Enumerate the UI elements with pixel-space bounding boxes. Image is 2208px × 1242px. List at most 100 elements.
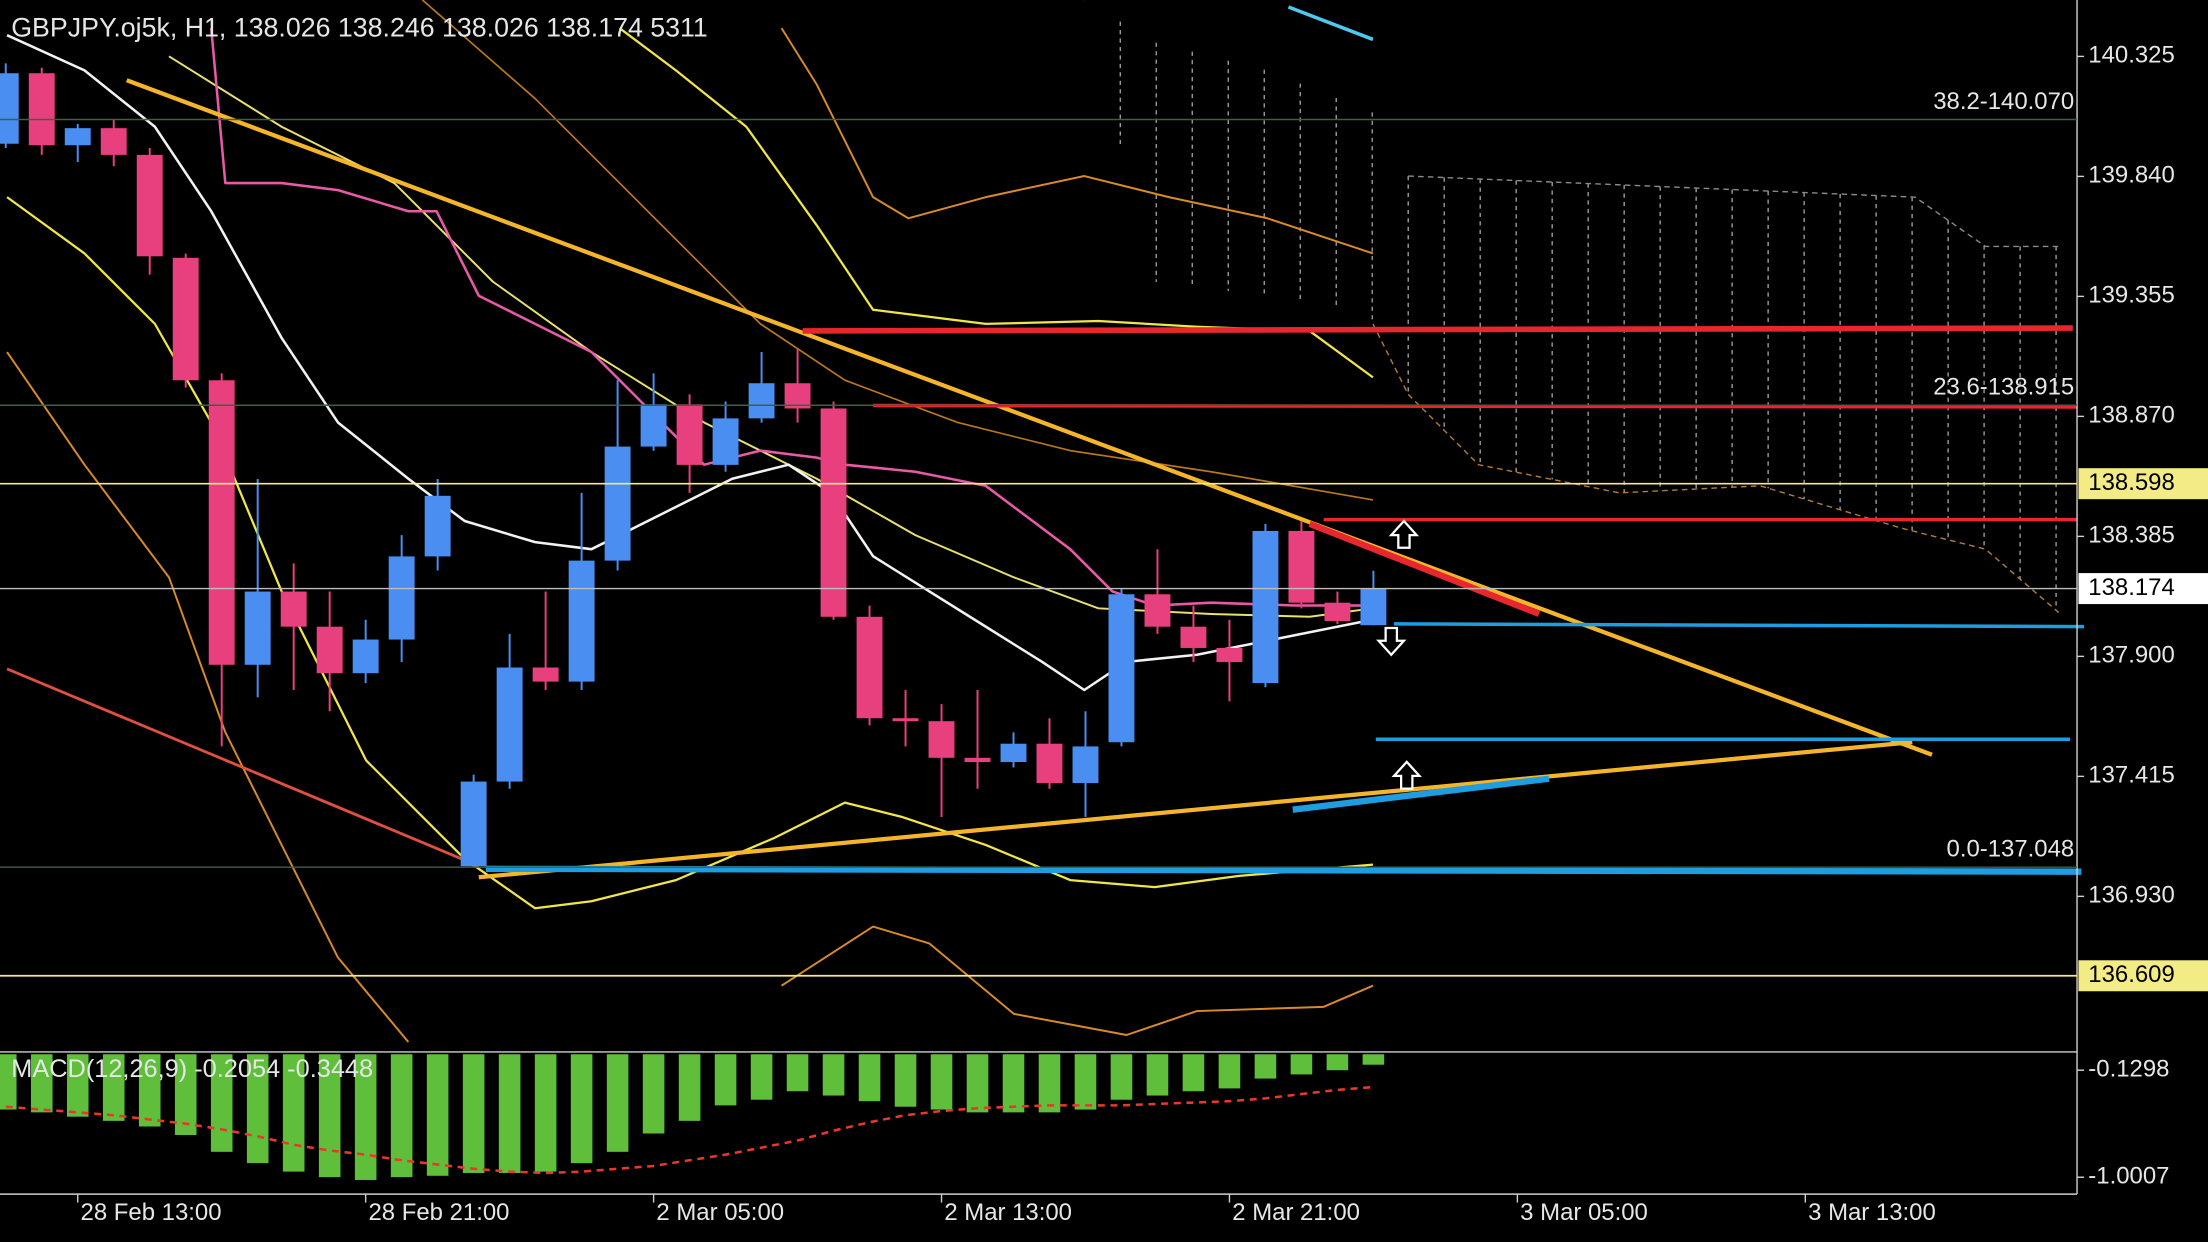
macd-bar (354, 1054, 377, 1180)
macd-bar (534, 1054, 557, 1172)
chart-title: GBPJPY.oj5k, H1, 138.026 138.246 138.026… (11, 13, 708, 43)
macd-bar (858, 1054, 881, 1102)
x-tick-label: 3 Mar 13:00 (1808, 1199, 1936, 1226)
trendline (478, 739, 1913, 880)
candle-body (1360, 588, 1387, 626)
candle-body (352, 639, 379, 674)
macd-bar (714, 1054, 737, 1106)
average-slow (421, 0, 1374, 501)
candle-body (856, 616, 883, 719)
macd-bar (390, 1054, 413, 1178)
macd-bar (894, 1054, 917, 1107)
candle-body (964, 757, 991, 763)
marks (0, 63, 1387, 1180)
candle-body (1288, 530, 1315, 603)
macd-bar (1218, 1054, 1241, 1089)
macd-bar (462, 1054, 485, 1173)
y-tick-label: -1.0007 (2088, 1163, 2169, 1190)
candle-body (1000, 743, 1027, 763)
macd-bar (1290, 1054, 1313, 1075)
level-label: 136.609 (2088, 961, 2174, 988)
macd-bar (318, 1054, 341, 1178)
candle-body (1252, 530, 1279, 684)
band-lower (6, 351, 410, 1043)
average-white (6, 34, 1374, 692)
average-yellow (168, 55, 1374, 618)
candle-body (496, 667, 523, 782)
level-box (2078, 468, 2208, 500)
trendline (125, 78, 1933, 757)
macd-bar (0, 1054, 17, 1110)
candle-body (424, 495, 451, 557)
band-lower (780, 925, 1374, 1036)
candle-body (748, 383, 775, 419)
level-label: 138.598 (2088, 469, 2174, 496)
cloud-edge (1372, 323, 2060, 614)
x-tick-label: 28 Feb 13:00 (81, 1199, 222, 1226)
candle-body (1324, 602, 1351, 621)
macd-bar (1326, 1054, 1349, 1071)
candle-body (100, 128, 127, 155)
fib-label: 23.6-138.915 (1933, 374, 2074, 401)
fib-label: 38.2-140.070 (1933, 88, 2074, 115)
x-tick-label: 28 Feb 21:00 (368, 1199, 509, 1226)
macd-bar (786, 1054, 809, 1092)
trendline (1287, 5, 1374, 42)
macd-bar (426, 1054, 449, 1176)
candle-body (316, 626, 343, 674)
trendline (6, 667, 480, 868)
y-tick-label: 139.355 (2088, 282, 2174, 309)
y-tick-label: 140.325 (2088, 42, 2174, 69)
macd-bar (750, 1054, 773, 1100)
macd-bar (210, 1054, 233, 1152)
down-arrow (1376, 626, 1407, 657)
macd-bar (30, 1054, 53, 1113)
y-tick-label: 139.840 (2088, 162, 2174, 189)
candle-body (1180, 626, 1207, 648)
y-tick-label: 138.870 (2088, 402, 2174, 429)
macd-bar (930, 1054, 953, 1110)
candle-body (928, 721, 955, 758)
macd-bar (1110, 1054, 1133, 1100)
macd-bar (138, 1054, 161, 1127)
candle-body (28, 73, 55, 146)
macd-bar (642, 1054, 665, 1134)
support-line (1394, 622, 2085, 629)
candle-body (0, 73, 19, 144)
macd-title: MACD(12,26,9) -0.2054 -0.3448 (11, 1055, 373, 1083)
candle-body (532, 667, 559, 682)
signal-line (5, 1085, 1374, 1175)
average-yellow (6, 196, 1374, 910)
macd-bar (1146, 1054, 1169, 1096)
candle-body (460, 781, 487, 867)
macd-bar (678, 1054, 701, 1121)
x-tick-label: 2 Mar 21:00 (1232, 1199, 1360, 1226)
bid-label: 138.174 (2088, 574, 2174, 601)
x-tick-label: 3 Mar 05:00 (1520, 1199, 1648, 1226)
macd-bar (66, 1054, 89, 1117)
candle-body (136, 154, 163, 257)
candle-body (1072, 746, 1099, 784)
macd-bar (1074, 1054, 1097, 1110)
macd-bar (966, 1054, 989, 1113)
candle-body (640, 404, 667, 447)
candle-body (1216, 647, 1243, 663)
candle-body (604, 446, 631, 561)
macd-bar (498, 1054, 521, 1173)
macd-bar (246, 1054, 269, 1164)
level-box (2078, 960, 2208, 992)
support-line (485, 865, 2082, 875)
candle-body (64, 128, 91, 146)
x-tick-label: 2 Mar 13:00 (944, 1199, 1072, 1226)
support-line (1292, 775, 1550, 813)
macd-bar (606, 1054, 629, 1152)
candle-body (280, 591, 307, 627)
x-tick-label: 2 Mar 05:00 (656, 1199, 784, 1226)
y-tick-label: 138.385 (2088, 522, 2174, 549)
candle-body (568, 560, 595, 682)
candle-body (1036, 743, 1063, 784)
macd-bar (174, 1054, 197, 1135)
macd-bar (1362, 1054, 1385, 1065)
macd-bar (102, 1054, 125, 1121)
